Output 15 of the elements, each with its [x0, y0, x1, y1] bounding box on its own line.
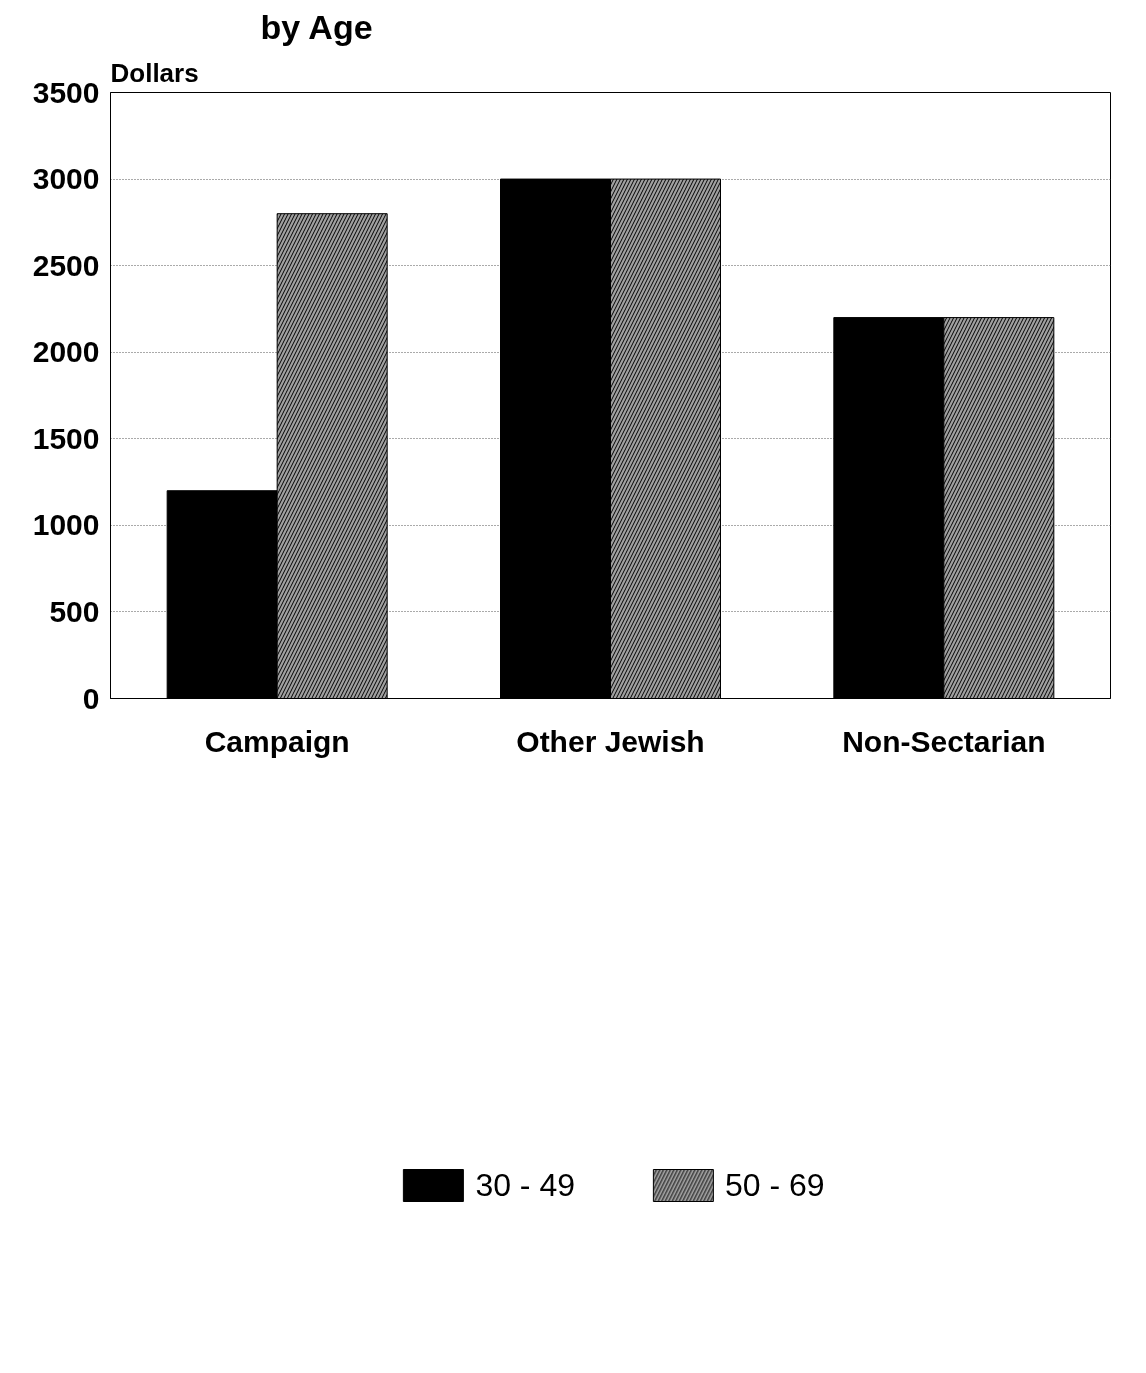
y-tick-label: 1500 — [32, 421, 100, 455]
legend-label: 30 - 49 — [475, 1166, 575, 1204]
y-tick-label: 3500 — [32, 75, 100, 109]
legend-label: 50 - 69 — [725, 1166, 825, 1204]
y-tick-label: 3000 — [32, 162, 100, 196]
y-axis-title: Dollars — [110, 57, 199, 88]
x-tick-label: Campaign — [204, 724, 350, 758]
x-tick-label: Non-Sectarian — [842, 724, 1046, 758]
y-tick-label: 0 — [82, 681, 100, 715]
y-tick-label: 500 — [49, 594, 100, 628]
x-tick-label: Other Jewish — [516, 724, 705, 758]
chart-title: by Age — [260, 7, 373, 46]
y-tick-label: 2000 — [32, 335, 100, 369]
y-tick-label: 2500 — [32, 248, 100, 282]
y-tick-label: 1000 — [32, 508, 100, 542]
